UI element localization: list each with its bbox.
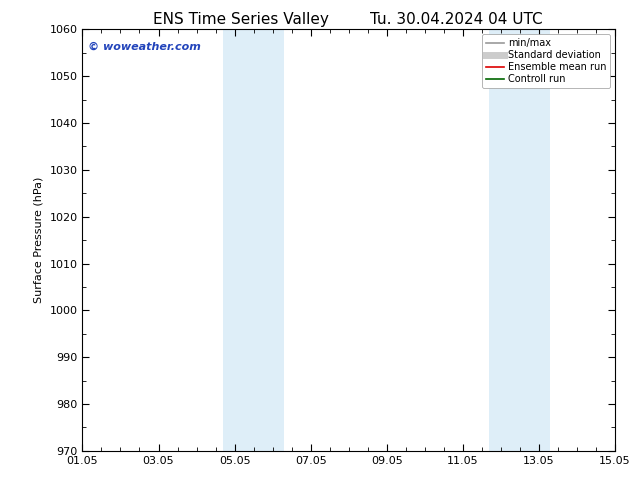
Y-axis label: Surface Pressure (hPa): Surface Pressure (hPa)	[34, 177, 44, 303]
Text: © woweather.com: © woweather.com	[87, 42, 200, 52]
Legend: min/max, Standard deviation, Ensemble mean run, Controll run: min/max, Standard deviation, Ensemble me…	[482, 34, 610, 88]
Text: Tu. 30.04.2024 04 UTC: Tu. 30.04.2024 04 UTC	[370, 12, 543, 27]
Bar	[489, 29, 550, 451]
Bar	[223, 29, 284, 451]
Text: ENS Time Series Valley: ENS Time Series Valley	[153, 12, 329, 27]
